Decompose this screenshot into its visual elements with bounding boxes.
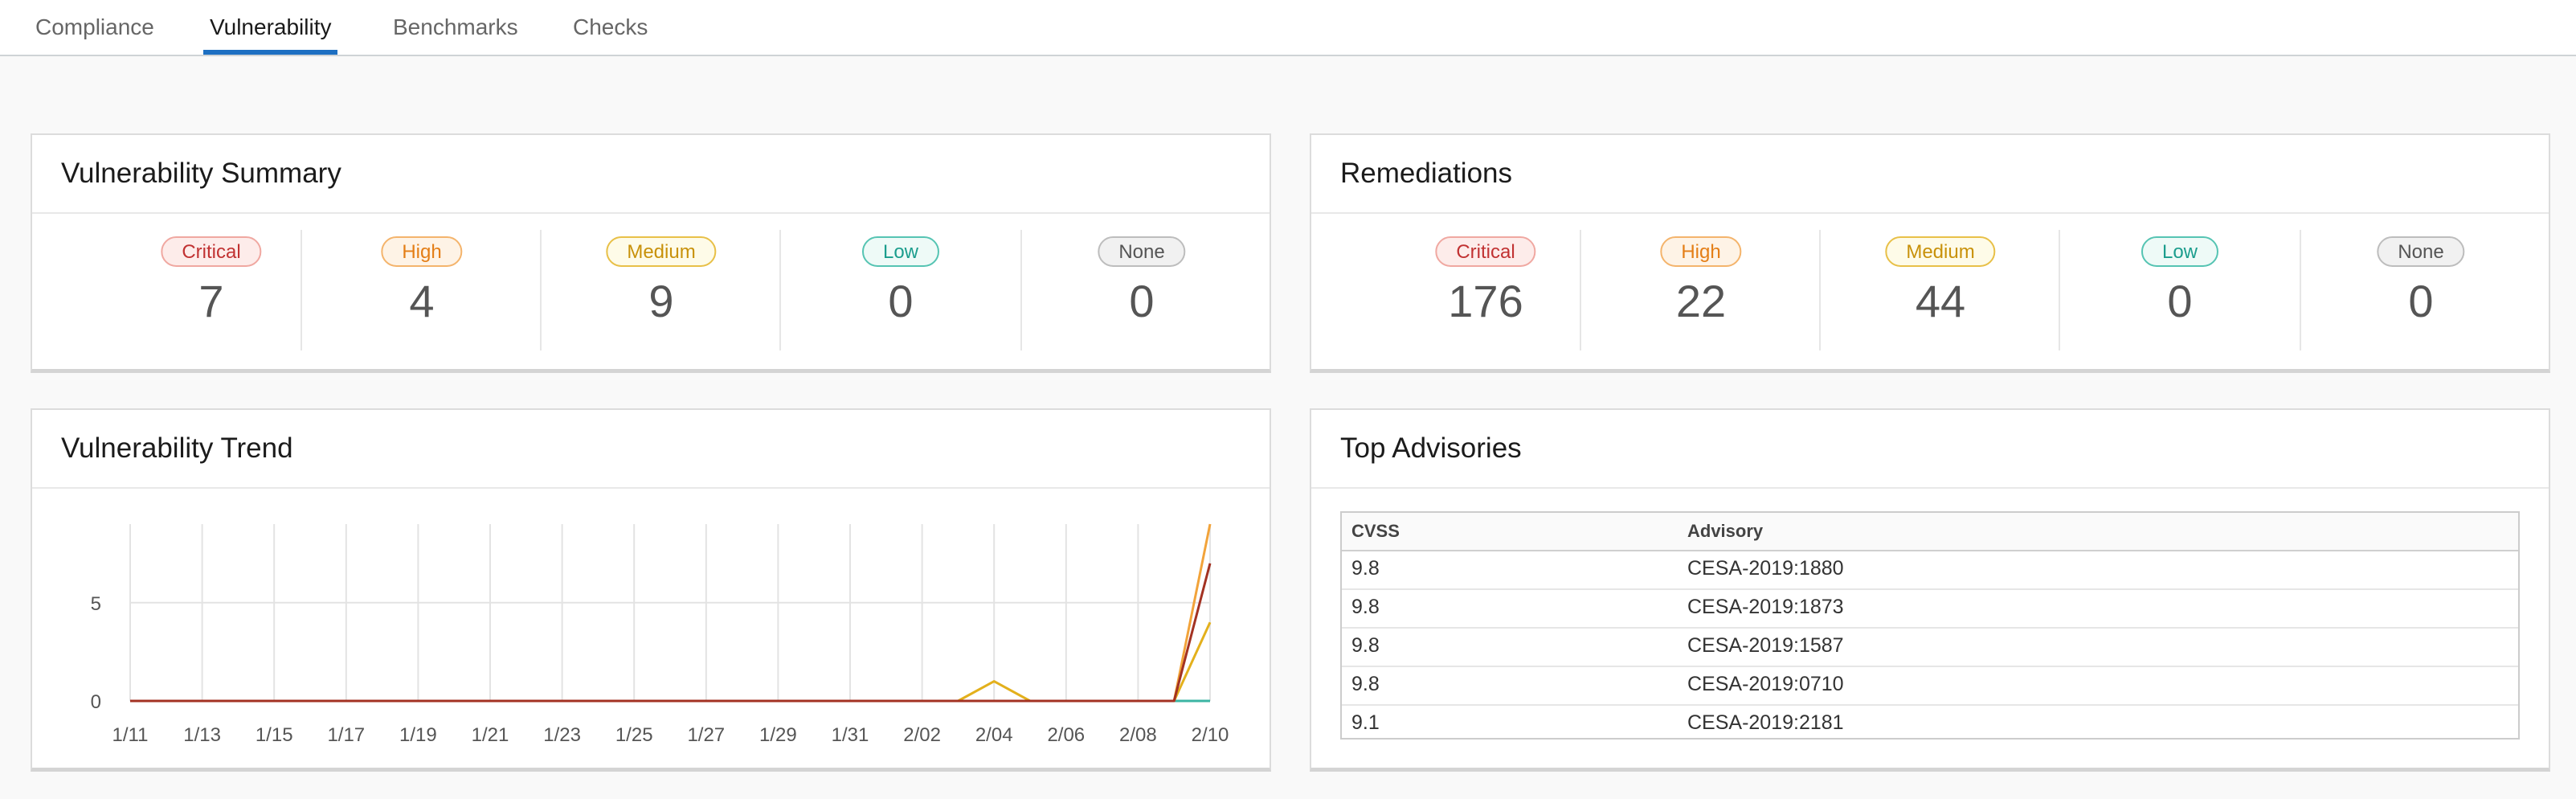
x-tick-label: 1/31: [832, 724, 869, 746]
tab-compliance[interactable]: Compliance: [35, 14, 154, 39]
cvss-cell: 9.8: [1351, 596, 1380, 618]
none-badge: None: [1098, 236, 1186, 267]
medium-badge: Medium: [1885, 236, 1996, 267]
table-row[interactable]: 9.8 CESA-2019:1880: [1342, 550, 2518, 590]
severity-high[interactable]: High 4: [301, 230, 542, 350]
none-count: 0: [2408, 276, 2434, 326]
cvss-cell: 9.8: [1351, 634, 1380, 657]
critical-count: 7: [198, 276, 224, 326]
vulnerability-summary-card: Vulnerability Summary Critical 7 High 4 …: [31, 133, 1271, 373]
table-row[interactable]: 9.8 CESA-2019:0710: [1342, 666, 2518, 706]
low-badge: Low: [861, 236, 940, 267]
x-tick-label: 1/13: [183, 724, 221, 746]
low-count: 0: [888, 276, 914, 326]
high-badge: High: [1660, 236, 1742, 267]
x-tick-label: 1/11: [112, 724, 149, 746]
tab-checks[interactable]: Checks: [573, 14, 648, 39]
series-line: [130, 523, 1212, 703]
vulnerability-trend-chart: 1/11 1/13 1/15 1/17 1/19 1/21 1/23 1/25 1/27 1/29…: [91, 523, 1229, 746]
advisories-table: CVSS Advisory 9.8 CESA-2019:1880 9.8 CES…: [1340, 511, 2520, 740]
none-count: 0: [1129, 276, 1155, 326]
column-header-advisory[interactable]: Advisory: [1687, 521, 1764, 541]
severity-low[interactable]: Low 0: [779, 230, 1020, 350]
x-tick-label: 1/19: [399, 724, 437, 746]
severity-counts: Critical 7 High 4 Medium 9 Low 0 None 0: [32, 230, 1270, 350]
card-divider: [1311, 212, 2549, 214]
x-tick-label: 1/15: [256, 724, 293, 746]
remediations-card: Remediations Critical 176 High 22 Medium…: [1310, 133, 2550, 373]
medium-badge: Medium: [606, 236, 717, 267]
tab-bar: Compliance Vulnerability Benchmarks Chec…: [0, 0, 2576, 56]
series-line: [130, 563, 1212, 703]
critical-count: 176: [1448, 276, 1523, 326]
cvss-cell: 9.8: [1351, 673, 1380, 695]
severity-none[interactable]: None 0: [1020, 230, 1261, 350]
card-divider: [32, 212, 1270, 214]
remediations-title: Remediations: [1340, 158, 1512, 189]
card-divider: [1311, 487, 2549, 489]
column-header-cvss[interactable]: CVSS: [1351, 521, 1400, 541]
table-row[interactable]: 9.8 CESA-2019:1587: [1342, 627, 2518, 667]
advisory-cell: CESA-2019:2181: [1687, 711, 1844, 734]
medium-count: 44: [1915, 276, 1966, 326]
y-tick-label: 5: [91, 593, 101, 615]
tab-benchmarks[interactable]: Benchmarks: [393, 14, 518, 39]
table-row[interactable]: 9.1 CESA-2019:2181: [1342, 704, 2518, 743]
table-row[interactable]: 9.8 CESA-2019:1873: [1342, 588, 2518, 629]
tab-vulnerability[interactable]: Vulnerability: [202, 0, 338, 55]
low-count: 0: [2167, 276, 2193, 326]
vulnerability-summary-title: Vulnerability Summary: [61, 158, 341, 189]
remediation-critical[interactable]: Critical 176: [1366, 230, 1605, 350]
severity-medium[interactable]: Medium 9: [540, 230, 781, 350]
x-tick-label: 1/27: [687, 724, 725, 746]
none-badge: None: [2377, 236, 2465, 267]
high-count: 22: [1675, 276, 1727, 326]
x-tick-label: 1/23: [543, 724, 581, 746]
vulnerability-trend-card: Vulnerability Trend 1/11 1/13 1/15 1/17 1/19…: [31, 408, 1271, 772]
x-tick-label: 2/02: [903, 724, 941, 746]
series-line: [130, 621, 1212, 703]
severity-critical[interactable]: Critical 7: [92, 230, 331, 350]
critical-badge: Critical: [1435, 236, 1536, 267]
remediation-low[interactable]: Low 0: [2059, 230, 2300, 350]
advisory-cell: CESA-2019:1587: [1687, 634, 1844, 657]
medium-count: 9: [648, 276, 674, 326]
y-tick-label: 0: [91, 691, 101, 713]
x-tick-label: 1/25: [615, 724, 653, 746]
x-tick-label: 2/10: [1192, 724, 1229, 746]
x-tick-label: 2/04: [975, 724, 1013, 746]
advisory-cell: CESA-2019:1873: [1687, 596, 1844, 618]
low-badge: Low: [2141, 236, 2219, 267]
top-advisories-card: Top Advisories CVSS Advisory 9.8 CESA-20…: [1310, 408, 2550, 772]
remediation-high[interactable]: High 22: [1580, 230, 1821, 350]
x-tick-label: 2/06: [1047, 724, 1085, 746]
remediation-counts: Critical 176 High 22 Medium 44 Low 0 Non…: [1311, 230, 2549, 350]
remediation-none[interactable]: None 0: [2300, 230, 2541, 350]
top-advisories-title: Top Advisories: [1340, 432, 1522, 464]
high-count: 4: [409, 276, 435, 326]
card-divider: [32, 487, 1270, 489]
cvss-cell: 9.1: [1351, 711, 1380, 734]
high-badge: High: [381, 236, 463, 267]
advisory-cell: CESA-2019:1880: [1687, 557, 1844, 580]
remediation-medium[interactable]: Medium 44: [1819, 230, 2060, 350]
x-tick-label: 1/29: [759, 724, 797, 746]
x-tick-label: 1/21: [472, 724, 509, 746]
advisory-cell: CESA-2019:0710: [1687, 673, 1844, 695]
critical-badge: Critical: [161, 236, 262, 267]
vulnerability-trend-title: Vulnerability Trend: [61, 432, 293, 464]
x-tick-label: 1/17: [327, 724, 365, 746]
x-tick-label: 2/08: [1119, 724, 1157, 746]
cvss-cell: 9.8: [1351, 557, 1380, 580]
table-header: CVSS Advisory: [1342, 513, 2518, 551]
